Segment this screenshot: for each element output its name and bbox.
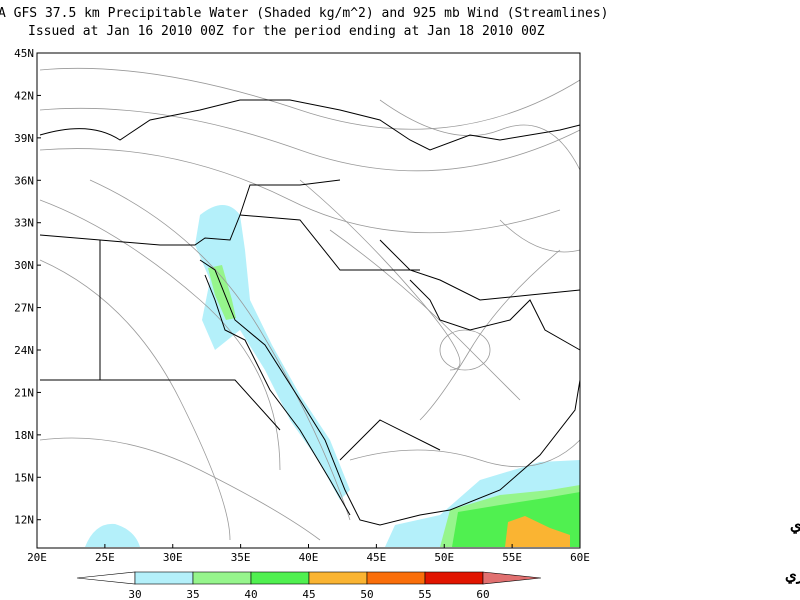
lat-label: 21N bbox=[14, 386, 34, 399]
lat-label: 45N bbox=[14, 47, 34, 60]
lat-label: 36N bbox=[14, 174, 34, 187]
title-line-1: A GFS 37.5 km Precipitable Water (Shaded… bbox=[0, 6, 608, 21]
shading bbox=[85, 205, 580, 547]
colorbar-under bbox=[76, 571, 136, 585]
lat-label: 24N bbox=[14, 344, 34, 357]
lat-label: 18N bbox=[14, 429, 34, 442]
lon-label: 45E bbox=[366, 551, 386, 564]
watermark-line-2: البراري bbox=[785, 566, 800, 585]
lat-label: 42N bbox=[14, 89, 34, 102]
lon-label: 25E bbox=[95, 551, 115, 564]
colorbar-over bbox=[482, 571, 542, 585]
colorbar-label: 50 bbox=[360, 588, 373, 600]
axes: 20E 25E 30E 35E 40E 45E 50E 55E 60E 12N 15N 18N 21N 2… bbox=[14, 47, 590, 564]
lon-label: 40E bbox=[299, 551, 319, 564]
lat-label: 15N bbox=[14, 471, 34, 484]
colorbar-label: 55 bbox=[418, 588, 431, 600]
lon-label: 50E bbox=[434, 551, 454, 564]
lat-label: 27N bbox=[14, 302, 34, 315]
lat-label: 30N bbox=[14, 259, 34, 272]
title-line-2: Issued at Jan 16 2010 00Z for the period… bbox=[28, 24, 545, 39]
colorbar-label: 35 bbox=[186, 588, 199, 600]
colorbar-label: 60 bbox=[476, 588, 489, 600]
colorbar: 30 35 40 45 50 55 60 bbox=[76, 571, 542, 600]
lat-label: 33N bbox=[14, 217, 34, 230]
colorbar-segment bbox=[308, 571, 368, 585]
lat-label: 12N bbox=[14, 514, 34, 527]
shade-red-sea bbox=[195, 205, 350, 500]
shade-yellow bbox=[505, 516, 570, 547]
colorbar-segment bbox=[424, 571, 484, 585]
lon-label: 35E bbox=[231, 551, 251, 564]
colorbar-segment bbox=[250, 571, 310, 585]
colorbar-segment bbox=[192, 571, 252, 585]
lat-label: 39N bbox=[14, 132, 34, 145]
streamlines bbox=[39, 67, 581, 541]
colorbar-segment bbox=[134, 571, 194, 585]
lon-label: 30E bbox=[163, 551, 183, 564]
lon-label: 55E bbox=[502, 551, 522, 564]
colorbar-segment bbox=[366, 571, 426, 585]
watermark-line-1: متابع جوي bbox=[790, 516, 800, 535]
lon-label: 60E bbox=[570, 551, 590, 564]
colorbar-label: 30 bbox=[128, 588, 141, 600]
shade-sw bbox=[85, 523, 140, 547]
map-frame bbox=[36, 52, 581, 549]
colorbar-label: 45 bbox=[302, 588, 315, 600]
coastlines bbox=[39, 99, 581, 526]
lon-label: 20E bbox=[27, 551, 47, 564]
colorbar-label: 40 bbox=[244, 588, 257, 600]
